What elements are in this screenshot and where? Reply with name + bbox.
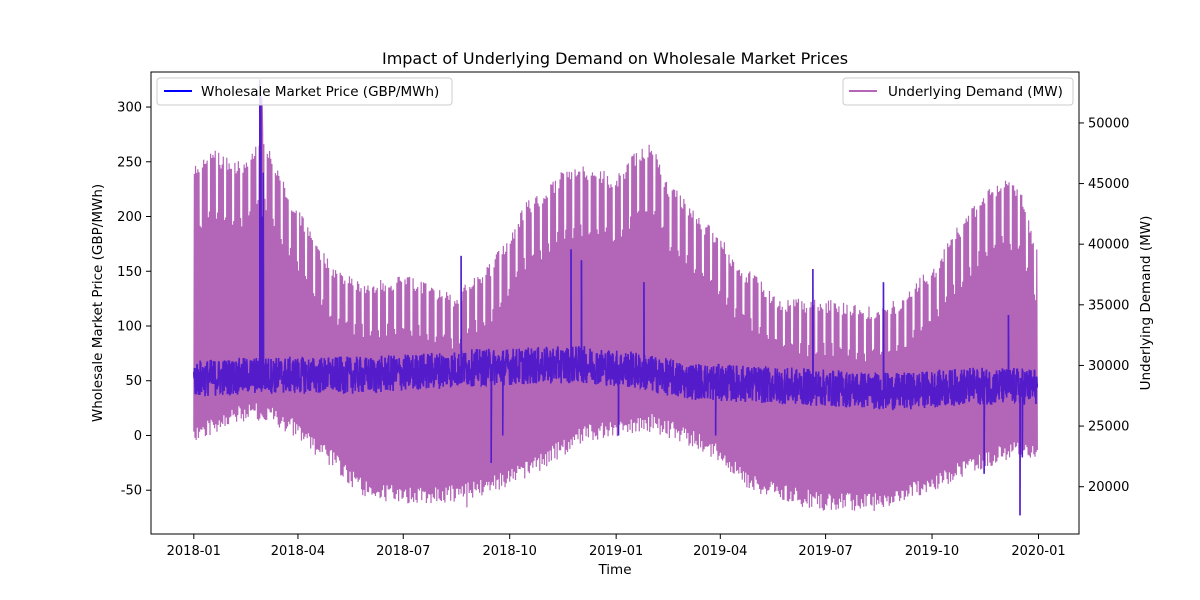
x-tick-label: 2018-10	[483, 544, 537, 559]
y-right-tick-label: 35000	[1088, 298, 1129, 313]
x-tick-label: 2018-04	[271, 544, 325, 559]
x-tick-label: 2019-07	[798, 544, 852, 559]
x-tick-label: 2018-01	[167, 544, 221, 559]
price-series	[193, 79, 1039, 516]
legend-price-label: Wholesale Market Price (GBP/MWh)	[201, 84, 439, 100]
x-tick-label: 2020-01	[1011, 544, 1065, 559]
y-axis-right-label: Underlying Demand (MW)	[1138, 216, 1154, 391]
demand-series	[193, 98, 1038, 511]
y-axis-right: 20000 25000 30000 35000 40000 45000 50000	[1079, 116, 1129, 495]
legend-demand-label: Underlying Demand (MW)	[888, 84, 1063, 100]
x-axis-label: Time	[597, 562, 631, 578]
y-left-tick-label: 200	[117, 210, 142, 225]
chart-title: Impact of Underlying Demand on Wholesale…	[382, 49, 848, 68]
price-line-overlay	[193, 79, 1039, 516]
legend-price: Wholesale Market Price (GBP/MWh)	[156, 77, 453, 106]
y-left-tick-label: 100	[117, 319, 142, 334]
y-left-tick-label: 150	[117, 265, 142, 280]
y-right-tick-label: 50000	[1088, 116, 1129, 131]
x-tick-label: 2019-01	[589, 544, 643, 559]
x-axis: 2018-01 2018-04 2018-07 2018-10 2019-01 2019-…	[167, 534, 1066, 559]
plot-frame	[150, 71, 1080, 535]
legend-demand: Underlying Demand (MW)	[842, 77, 1074, 106]
x-tick-label: 2019-04	[693, 544, 747, 559]
y-left-tick-label: 0	[134, 429, 142, 444]
x-tick-label: 2018-07	[376, 544, 430, 559]
y-axis-left: -50 0 50 100 150 200 250 300	[117, 101, 151, 499]
y-right-tick-label: 25000	[1088, 420, 1129, 435]
y-left-tick-label: 50	[125, 374, 142, 389]
y-left-tick-label: 250	[117, 155, 142, 170]
y-left-tick-label: 300	[117, 101, 142, 116]
legend-demand-box	[842, 77, 1074, 106]
y-right-tick-label: 30000	[1088, 359, 1129, 374]
y-left-tick-label: -50	[121, 484, 142, 499]
demand-line	[193, 98, 1038, 511]
y-right-tick-label: 40000	[1088, 238, 1129, 253]
y-right-tick-label: 45000	[1088, 177, 1129, 192]
legend-price-box	[156, 77, 453, 106]
y-axis-left-label: Wholesale Market Price (GBP/MWh)	[90, 184, 106, 422]
x-tick-label: 2019-10	[905, 544, 959, 559]
y-right-tick-label: 20000	[1088, 480, 1129, 495]
plot-area	[150, 71, 1080, 535]
